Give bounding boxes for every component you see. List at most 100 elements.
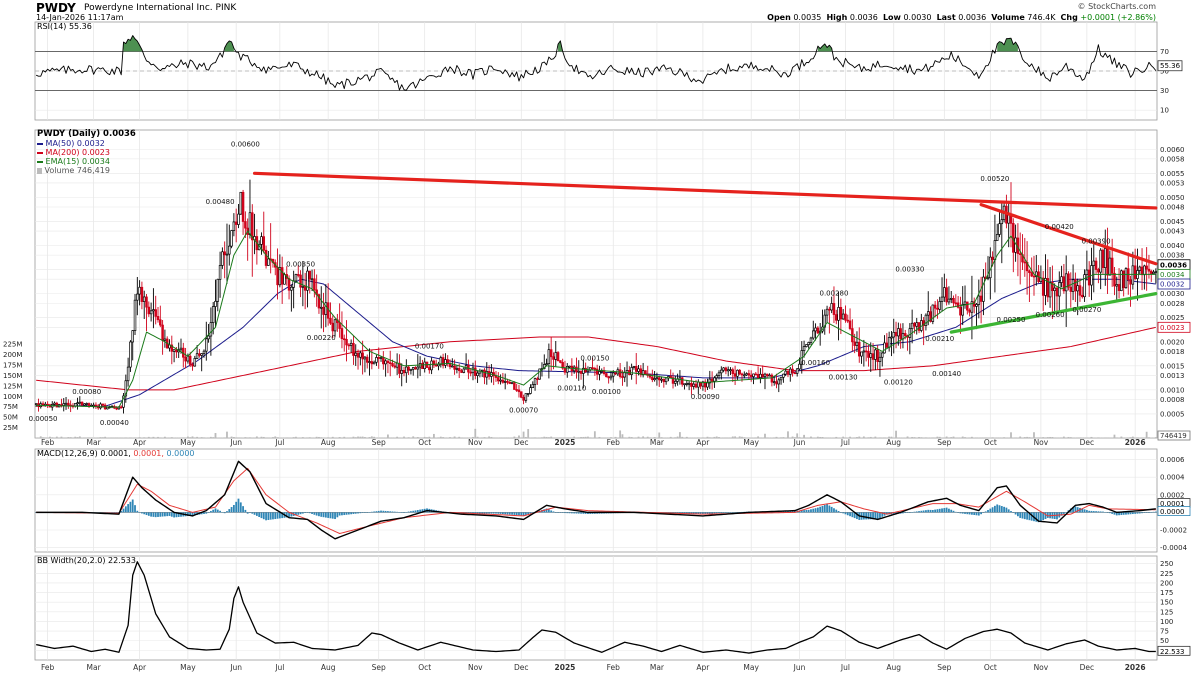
price-candle — [94, 402, 98, 410]
candle-body — [924, 314, 928, 327]
volume-bar — [1062, 436, 1065, 438]
candle-body — [354, 352, 357, 356]
price-candle — [1060, 265, 1063, 288]
candle-body — [200, 353, 203, 356]
macd-histogram-bar — [994, 505, 996, 513]
candle-body — [76, 402, 79, 405]
candle-body — [538, 368, 541, 380]
candle-body — [156, 316, 160, 321]
macd-histogram-bar — [685, 512, 688, 514]
macd-histogram-bar — [711, 512, 714, 514]
volume-bar — [483, 437, 486, 438]
price-candle — [632, 366, 636, 370]
volume-bar — [1042, 437, 1045, 438]
macd-histogram-bar — [920, 510, 923, 513]
macd-histogram-bar — [552, 511, 555, 513]
candle-body — [297, 274, 300, 276]
macd-histogram-bar — [389, 511, 392, 513]
volume-bar — [177, 437, 180, 438]
price-candle — [598, 365, 601, 381]
macd-histogram-bar — [593, 512, 596, 514]
volume-bar — [642, 436, 645, 438]
price-candle — [1122, 270, 1125, 297]
price-candle — [572, 365, 576, 374]
volume-bar — [545, 436, 548, 438]
volume-bar — [442, 437, 445, 438]
price-candle — [848, 308, 852, 331]
price-candle — [372, 360, 376, 365]
volume-axis-tick: 75M — [3, 403, 18, 411]
price-candle — [156, 307, 160, 323]
macd-histogram-bar — [1016, 512, 1019, 517]
candle-body — [805, 344, 808, 347]
candle-body — [816, 327, 820, 334]
price-candle — [329, 302, 332, 325]
macd-histogram-bar — [120, 510, 123, 513]
candle-body — [743, 374, 746, 377]
macd-histogram-bar — [547, 509, 550, 513]
macd-histogram-bar — [789, 510, 792, 513]
volume-bar — [679, 432, 681, 438]
candle-body — [1131, 265, 1135, 285]
candle-body — [975, 304, 978, 307]
candle-body — [855, 341, 859, 346]
macd-histogram-bar — [1150, 512, 1153, 513]
price-candle — [462, 367, 466, 374]
candle-body — [1028, 270, 1031, 274]
macd-histogram-bar — [959, 512, 962, 514]
macd-histogram-bar — [543, 509, 546, 513]
price-candle — [80, 401, 84, 406]
candle-body — [340, 328, 344, 340]
volume-bar — [738, 436, 741, 438]
candle-body — [64, 402, 68, 405]
candle-body — [55, 402, 59, 408]
macd-histogram-bar — [725, 512, 727, 513]
candle-body — [648, 374, 652, 378]
macd-histogram-bar — [998, 505, 1001, 513]
volume-bar — [262, 436, 265, 438]
price-candle — [126, 357, 130, 387]
volume-bar — [1148, 437, 1150, 438]
volume-last-label: 746419 — [1157, 430, 1191, 441]
volume-bar — [874, 436, 877, 438]
bbw-x-tick: Oct — [418, 663, 431, 672]
macd-histogram-bar — [520, 512, 523, 516]
volume-bar — [223, 437, 226, 438]
macd-histogram-bar — [127, 504, 130, 513]
candle-body — [812, 330, 815, 339]
candle-body — [506, 380, 509, 383]
macd-histogram-bar — [1134, 512, 1137, 514]
price-candle — [1138, 265, 1142, 275]
price-y-tick: 0.0050 — [1160, 194, 1185, 202]
macd-histogram-bar — [892, 512, 895, 515]
volume-bar — [44, 437, 47, 438]
price-candle — [828, 306, 831, 334]
price-candle — [628, 366, 631, 376]
price-candle — [1129, 275, 1132, 307]
candle-body — [393, 365, 397, 368]
price-candle — [262, 211, 266, 254]
macd-histogram-bar — [1039, 512, 1042, 522]
candle-body — [474, 367, 477, 376]
candle-body — [138, 286, 141, 295]
price-y-tick: 0.0013 — [1160, 372, 1185, 380]
price-candle — [83, 403, 86, 406]
macd-histogram-bar — [382, 510, 385, 513]
price-candle — [812, 320, 815, 340]
price-candle — [547, 343, 551, 379]
price-annotation: 0.00130 — [829, 374, 858, 382]
macd-histogram-bar — [412, 510, 415, 513]
volume-bar — [865, 437, 868, 438]
volume-bar — [1067, 436, 1070, 438]
macd-histogram-bar — [490, 512, 493, 514]
macd-histogram-bar — [175, 512, 178, 518]
candle-body — [280, 267, 284, 285]
volume-bar — [104, 436, 107, 438]
macd-histogram-bar — [812, 508, 815, 513]
price-candle — [170, 335, 174, 365]
macd-histogram-bar — [904, 512, 907, 514]
candle-body — [1051, 281, 1054, 292]
volume-bar — [821, 436, 824, 438]
price-candle — [1039, 265, 1043, 284]
candle-body — [85, 403, 88, 405]
